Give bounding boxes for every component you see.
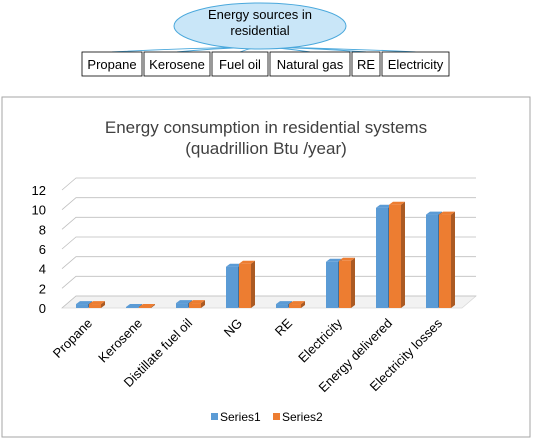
- bar-series1-3-top: [226, 263, 242, 267]
- bar-series2-7-side: [451, 211, 455, 308]
- bar-series2-3: [239, 260, 255, 308]
- bar-series2-6: [389, 201, 405, 308]
- root-node-ellipse: [173, 2, 347, 50]
- bar-series2-1: [139, 304, 155, 308]
- root-node-label-line1: Energy sources in: [208, 7, 312, 22]
- bar-series1-6-front: [376, 207, 388, 308]
- bar-series2-0-side: [101, 301, 105, 308]
- source-box-5: [381, 51, 450, 77]
- bar-series2-7: [439, 211, 455, 308]
- bar-series1-7-front: [426, 214, 438, 308]
- bar-series2-0: [89, 301, 105, 308]
- source-label-5: Electricity: [388, 57, 444, 72]
- gridline-3: [61, 236, 476, 250]
- energy-sources-diagram: Energy sources in residential Propane Ker…: [81, 2, 450, 77]
- plot-walls: [60, 295, 478, 309]
- source-label-3: Natural gas: [277, 57, 344, 72]
- y-tick-label-1: 2: [39, 281, 46, 296]
- bar-series2-3-top: [239, 260, 255, 264]
- bar-series2-5-side: [351, 257, 355, 308]
- bar-series2-6-front: [389, 204, 401, 308]
- source-box-4: [351, 51, 381, 77]
- bar-series1-2-top: [176, 300, 192, 304]
- source-box-1: [143, 51, 211, 77]
- bar-series2-0-front: [89, 304, 101, 308]
- bar-series2-2: [189, 300, 205, 308]
- bar-series1-1-top: [126, 304, 142, 308]
- bar-series2-1-side: [151, 304, 155, 308]
- bar-series2-5-front: [339, 260, 351, 308]
- bar-series2-1-front: [139, 307, 151, 308]
- gridline-4: [61, 216, 476, 230]
- legend: Series1 Series2: [211, 410, 323, 424]
- bar-series1-7-top: [426, 211, 442, 215]
- root-node-label-line2: residential: [230, 23, 289, 38]
- bar-series2-7-front: [439, 214, 451, 308]
- bar-series2-3-front: [239, 263, 251, 308]
- source-label-4: RE: [357, 57, 375, 72]
- legend-swatch-1: [273, 413, 280, 420]
- bar-series2-5-top: [339, 257, 355, 261]
- bar-series1-4-top: [276, 301, 292, 305]
- bar-series2-2-top: [189, 300, 205, 304]
- y-tick-label-6: 12: [32, 183, 46, 198]
- gridline-2: [61, 256, 476, 269]
- y-tick-label-0: 0: [39, 301, 46, 316]
- bar-series2-2-side: [201, 300, 205, 308]
- y-tick-label-5: 10: [32, 203, 46, 218]
- energy-consumption-chart: Energy consumption in residential system…: [1, 96, 531, 438]
- bar-series2-0-top: [89, 301, 105, 305]
- source-boxes: Propane Kerosene Fuel oil Natural gas RE Elec…: [81, 51, 450, 77]
- y-axis-ticks: 0 2 4 6 8 10 12: [32, 183, 46, 316]
- source-label-1: Kerosene: [149, 57, 205, 72]
- bar-series2-3-side: [251, 260, 255, 308]
- bars: [76, 201, 455, 308]
- y-tick-label-4: 8: [39, 222, 46, 237]
- chart-title-line1: Energy consumption in residential system…: [105, 118, 427, 137]
- bar-series1-2-front: [176, 303, 188, 308]
- legend-label-1: Series2: [282, 410, 323, 424]
- bar-series1-5-top: [326, 258, 342, 262]
- bar-series2-4-front: [289, 304, 301, 308]
- gridline-6: [61, 177, 476, 191]
- gridline-5: [61, 197, 476, 210]
- bar-series1-1-side: [138, 304, 142, 308]
- bar-series2-5: [339, 257, 355, 308]
- legend-label-0: Series1: [220, 410, 261, 424]
- bar-series2-4: [289, 301, 305, 308]
- bar-series1-0-front: [76, 304, 88, 308]
- bar-series2-6-side: [401, 201, 405, 308]
- bar-series1-1-front: [126, 307, 138, 308]
- bar-series2-6-top: [389, 201, 405, 205]
- source-box-3: [269, 51, 351, 77]
- bar-series1-1: [126, 304, 142, 308]
- source-label-2: Fuel oil: [219, 57, 261, 72]
- source-box-2: [211, 51, 269, 77]
- bar-series1-4-front: [276, 304, 288, 308]
- bar-series1-3-front: [226, 266, 238, 308]
- chart-title-line2: (quadrillion Btu /year): [185, 139, 347, 158]
- bar-series1-6-top: [376, 204, 392, 208]
- bar-series1-0-top: [76, 301, 92, 305]
- legend-swatch-0: [211, 413, 218, 420]
- bar-series2-1-top: [139, 304, 155, 308]
- y-tick-label-3: 6: [39, 242, 46, 257]
- source-label-0: Propane: [87, 57, 136, 72]
- bar-series2-2-front: [189, 303, 201, 308]
- bar-series2-7-top: [439, 211, 455, 215]
- plot-floor: [60, 295, 478, 309]
- bar-series2-4-top: [289, 301, 305, 305]
- y-tick-label-2: 4: [39, 262, 46, 277]
- source-box-0: [81, 51, 143, 77]
- bar-series1-5-front: [326, 261, 338, 308]
- bar-series2-4-side: [301, 301, 305, 308]
